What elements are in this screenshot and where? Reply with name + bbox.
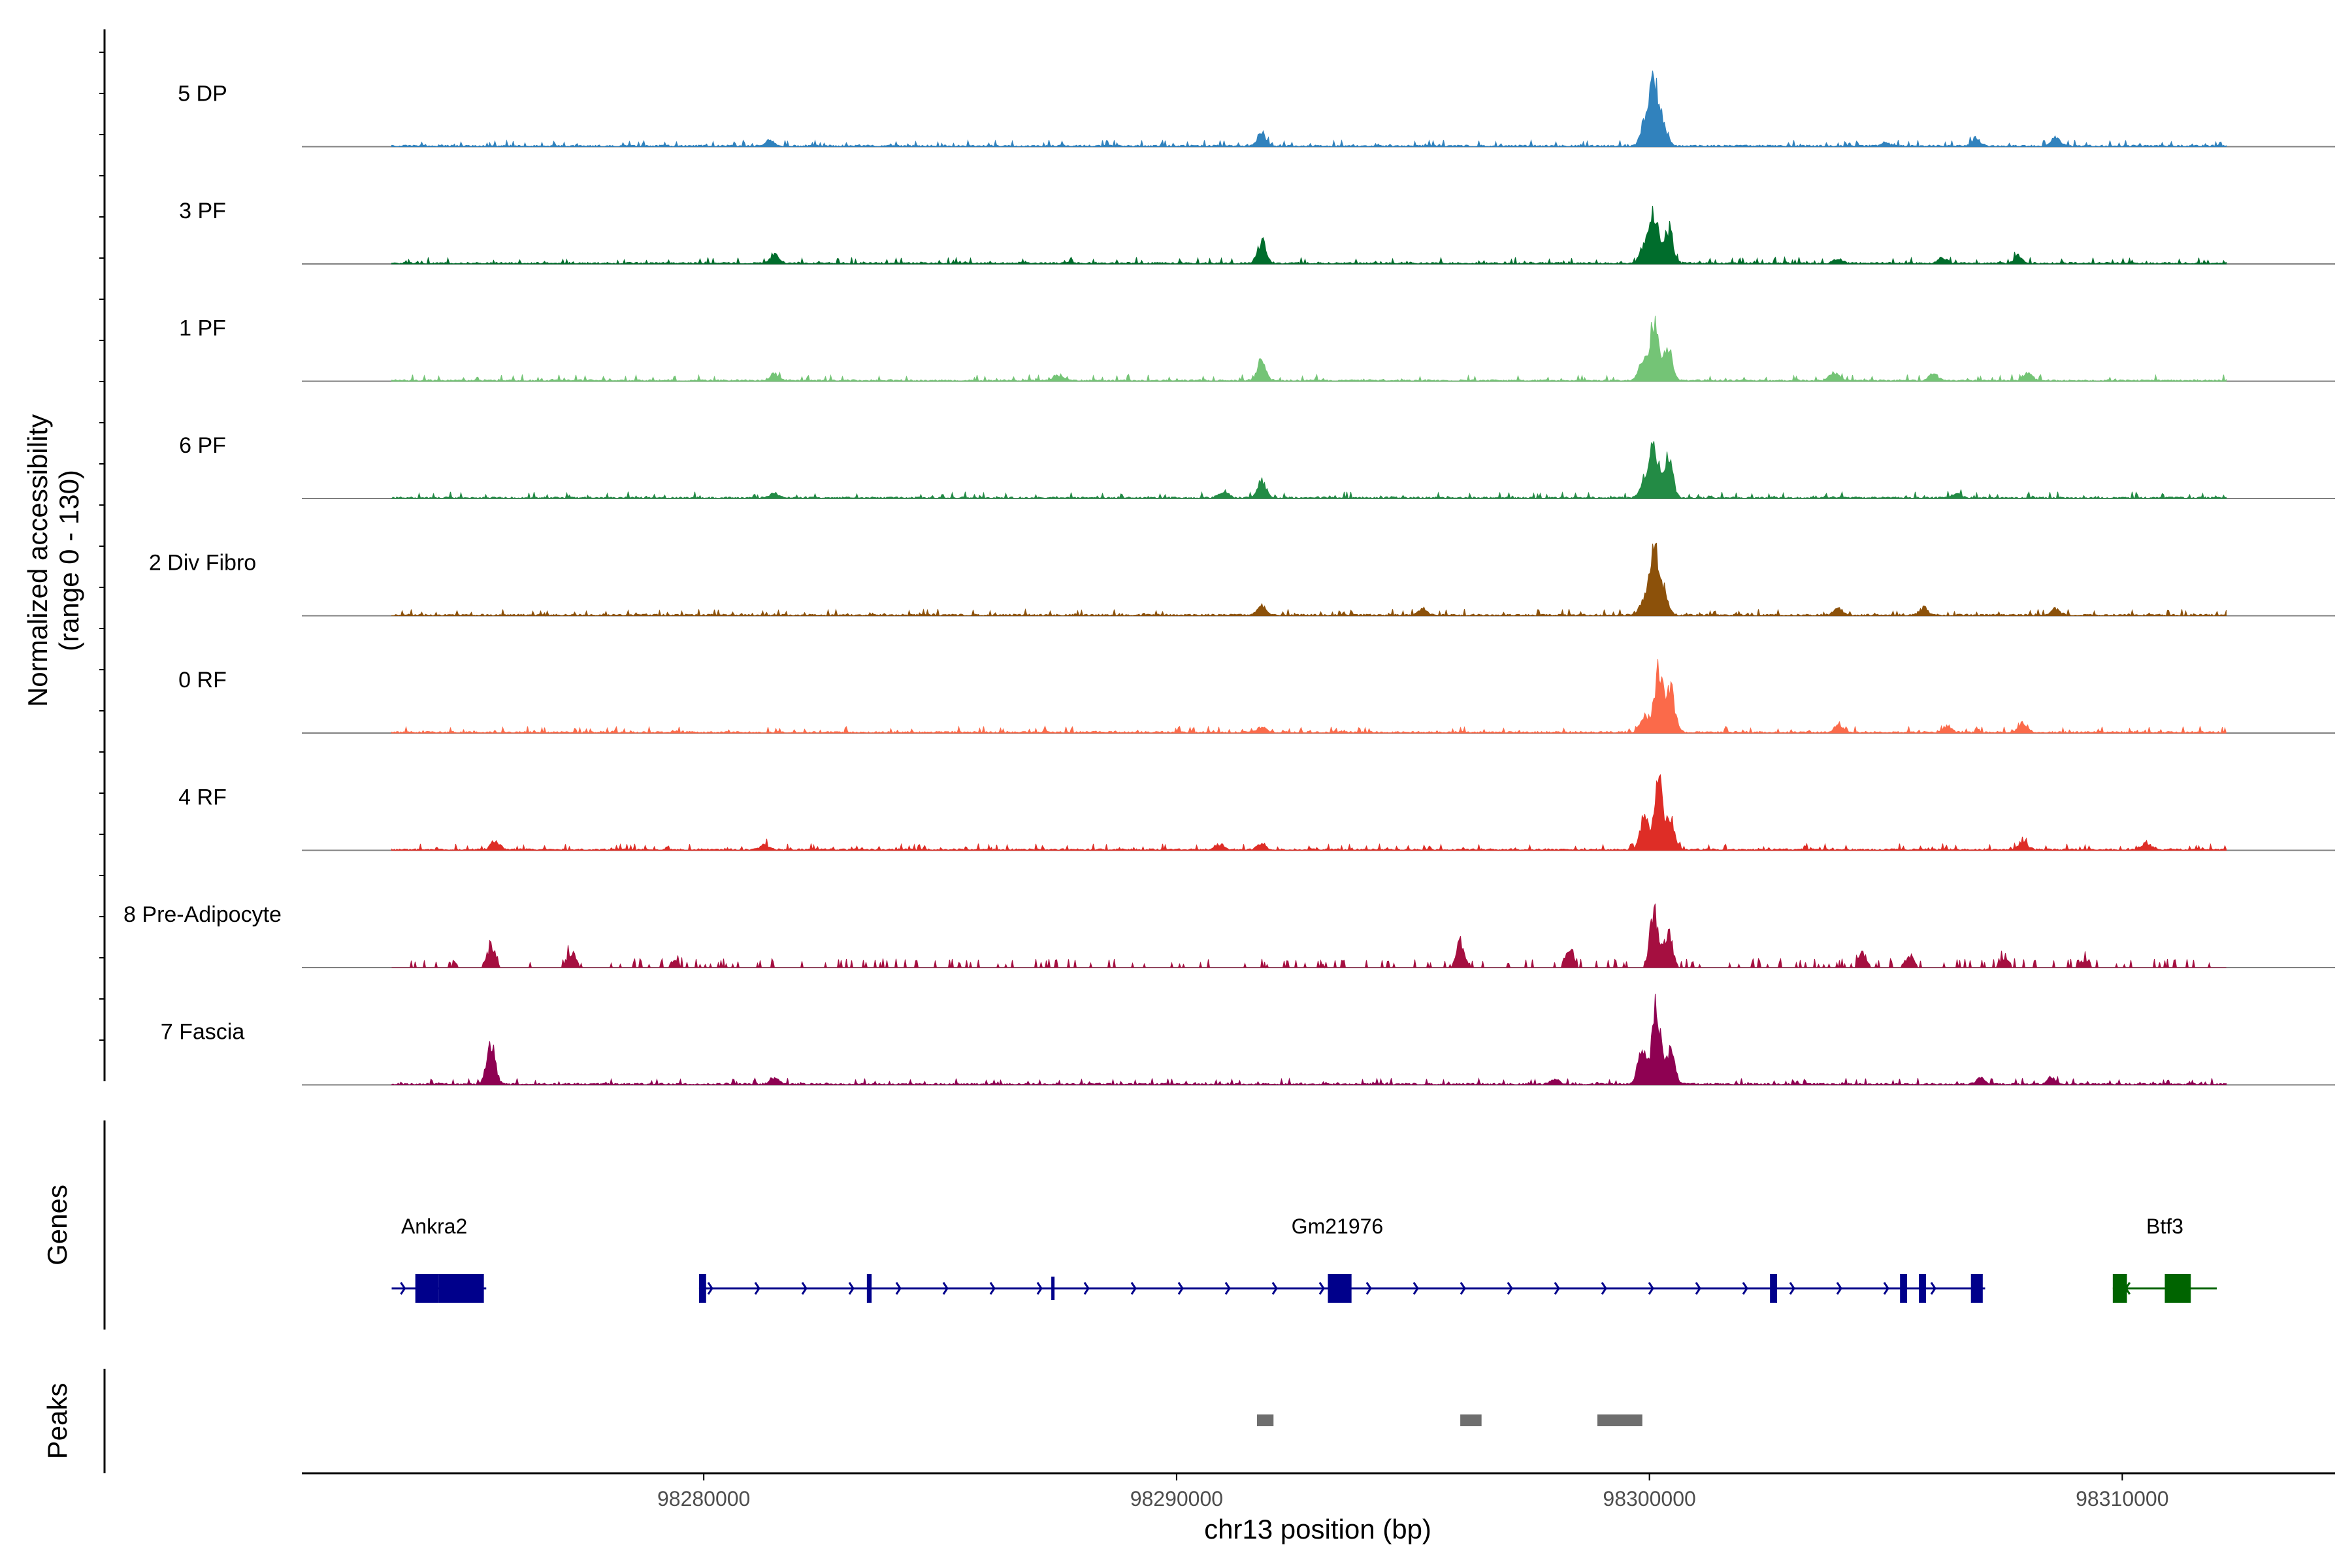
x-tick-label: 98300000 (1603, 1487, 1695, 1511)
strand-chevron-icon (707, 1282, 713, 1295)
y-axis-title: Normalized accessibility (range 0 - 130) (22, 414, 84, 707)
y-axis-ticks (99, 52, 105, 1041)
gene-exon (1051, 1277, 1055, 1300)
track-label: 6 PF (179, 433, 226, 458)
coverage-area (391, 904, 2227, 969)
strand-chevron-icon (895, 1282, 902, 1295)
peak-regions-track (1256, 1414, 1642, 1426)
track-label: 0 RF (178, 668, 227, 693)
gene-annotation-track: Ankra2 Gm21976 Btf3 (391, 1215, 2217, 1303)
track-7-fascia: 7 Fascia (161, 994, 2335, 1086)
strand-chevron-icon (754, 1282, 760, 1295)
strand-chevron-icon (1742, 1282, 1748, 1295)
strand-chevron-icon (1836, 1282, 1842, 1295)
coverage-tracks: 5 DP 3 PF 1 PF 6 PF 2 Div Fibro 0 RF 4 RF 8 Pre… (123, 71, 2335, 1086)
track-label: 3 PF (179, 199, 226, 223)
peak-region (1597, 1414, 1642, 1426)
y-axis-title-line2: (range 0 - 130) (54, 470, 84, 651)
peaks-track-label: Peaks (42, 1383, 73, 1460)
gene-exon (415, 1274, 439, 1303)
peak-region (1460, 1414, 1482, 1426)
strand-chevron-icon (989, 1282, 996, 1295)
coverage-area (391, 316, 2227, 382)
x-tick-label: 98310000 (2076, 1487, 2168, 1511)
track-2-div-fibro: 2 Div Fibro (149, 542, 2335, 617)
coverage-area (391, 994, 2227, 1086)
strand-chevron-icon (1883, 1282, 1889, 1295)
gene-exon (2112, 1274, 2127, 1303)
track-label: 2 Div Fibro (149, 551, 256, 576)
gene-exon (438, 1274, 484, 1303)
track-1-pf: 1 PF (179, 316, 2335, 382)
strand-chevron-icon (1930, 1282, 1936, 1295)
strand-chevron-icon (400, 1282, 406, 1295)
gene-gm21976: Gm21976 (698, 1215, 1985, 1303)
strand-chevron-icon (1413, 1282, 1419, 1295)
track-label: 4 RF (178, 785, 227, 810)
gene-exon (866, 1274, 872, 1303)
genes-track-label: Genes (42, 1184, 73, 1266)
coverage-area (391, 71, 2227, 148)
gene-label: Ankra2 (401, 1215, 467, 1238)
strand-chevron-icon (801, 1282, 808, 1295)
strand-chevron-icon (1460, 1282, 1466, 1295)
strand-chevron-icon (1130, 1282, 1137, 1295)
strand-chevron-icon (1036, 1282, 1043, 1295)
track-label: 8 Pre-Adipocyte (123, 902, 282, 927)
gene-label: Btf3 (2146, 1215, 2183, 1238)
coverage-area (391, 441, 2227, 500)
gene-exon (698, 1274, 706, 1303)
peak-region (1256, 1414, 1274, 1426)
coverage-area (391, 774, 2227, 851)
x-tick-label: 98280000 (657, 1487, 750, 1511)
strand-chevron-icon (1365, 1282, 1372, 1295)
y-axis-title-line1: Normalized accessibility (22, 414, 53, 707)
track-5-dp: 5 DP (178, 71, 2335, 148)
strand-chevron-icon (942, 1282, 949, 1295)
strand-chevron-icon (1224, 1282, 1231, 1295)
strand-chevron-icon (848, 1282, 855, 1295)
gene-exon (2164, 1274, 2191, 1303)
strand-chevron-icon (1601, 1282, 1607, 1295)
strand-chevron-icon (1177, 1282, 1184, 1295)
x-axis-ticks: 98280000 98290000 98300000 98310000 (657, 1473, 2169, 1511)
strand-chevron-icon (1695, 1282, 1701, 1295)
x-tick-label: 98290000 (1130, 1487, 1223, 1511)
track-4-rf: 4 RF (178, 774, 2335, 851)
gene-exon (1770, 1274, 1778, 1303)
coverage-area (391, 206, 2227, 265)
strand-chevron-icon (1318, 1282, 1325, 1295)
strand-chevron-icon (1789, 1282, 1795, 1295)
strand-chevron-icon (1271, 1282, 1278, 1295)
gene-exon (1328, 1274, 1352, 1303)
gene-btf3: Btf3 (2112, 1215, 2217, 1303)
strand-chevron-icon (1507, 1282, 1513, 1295)
track-label: 7 Fascia (161, 1020, 245, 1045)
strand-chevron-icon (1554, 1282, 1560, 1295)
gene-exon (1900, 1274, 1908, 1303)
coverage-area (391, 659, 2227, 734)
track-label: 5 DP (178, 82, 227, 106)
coverage-area (391, 542, 2227, 617)
gene-label: Gm21976 (1292, 1215, 1384, 1238)
strand-chevron-icon (1083, 1282, 1090, 1295)
gene-ankra2: Ankra2 (391, 1215, 487, 1303)
gene-exon (1919, 1274, 1926, 1303)
strand-chevron-icon (1648, 1282, 1654, 1295)
track-0-rf: 0 RF (178, 659, 2335, 734)
track-6-pf: 6 PF (179, 433, 2335, 500)
track-3-pf: 3 PF (179, 199, 2335, 265)
track-label: 1 PF (179, 316, 226, 341)
x-axis-title: chr13 position (bp) (1204, 1514, 1431, 1544)
gene-exon (1970, 1274, 1983, 1303)
track-8-pre-adipocyte: 8 Pre-Adipocyte (123, 902, 2335, 969)
